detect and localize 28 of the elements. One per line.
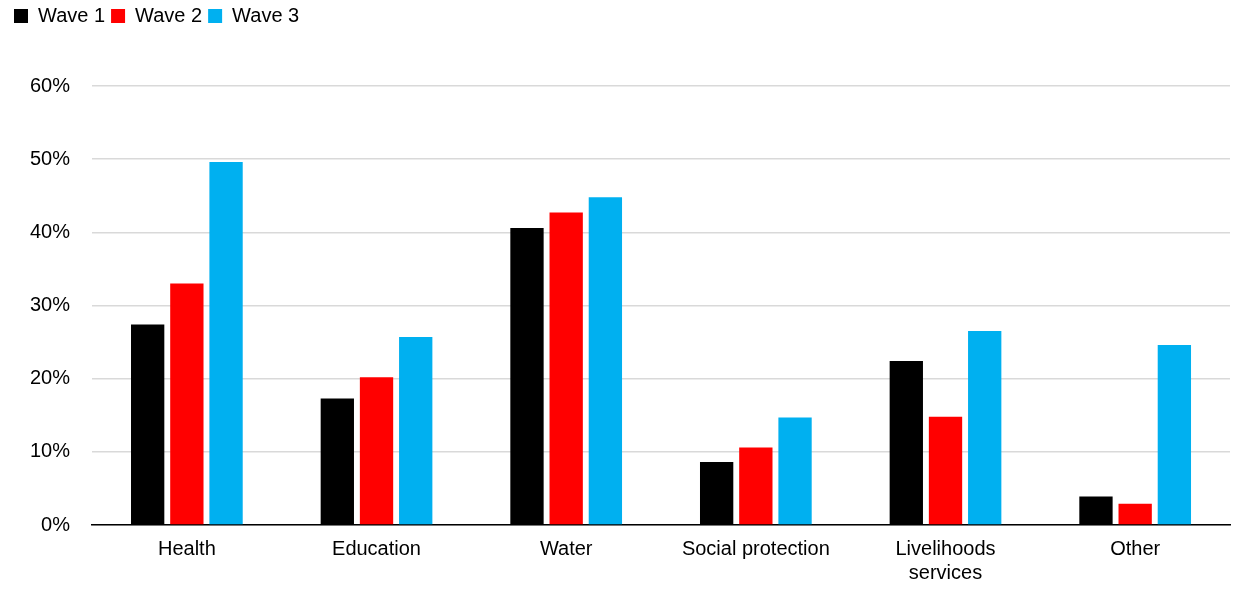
y-tick-label: 40% — [30, 219, 71, 242]
y-tick-label: 20% — [30, 366, 71, 389]
bar — [968, 331, 1002, 525]
bar — [170, 283, 204, 525]
bar — [739, 447, 773, 525]
x-tick-label: Education — [332, 536, 422, 559]
y-tick-label: 50% — [30, 146, 71, 169]
x-tick-label: Livelihoods services — [895, 536, 996, 583]
bar — [399, 336, 433, 525]
x-tick-label: Water — [539, 536, 593, 559]
x-tick-label: Other — [1110, 536, 1161, 559]
bar — [928, 416, 963, 525]
bar — [588, 197, 623, 525]
y-tick-label: 10% — [30, 439, 71, 462]
bar — [1157, 345, 1192, 525]
y-tick-label: 0% — [41, 512, 71, 535]
y-tick-label: 60% — [30, 73, 71, 96]
bar — [359, 377, 394, 525]
legend-label: Wave 3 — [232, 3, 300, 26]
x-tick-label: Social protection — [681, 536, 830, 559]
bar — [1118, 503, 1152, 525]
bar — [209, 162, 243, 525]
legend-label: Wave 2 — [135, 3, 203, 26]
x-tick-label: Health — [157, 536, 216, 559]
bar — [549, 212, 583, 525]
bar — [778, 417, 812, 525]
legend-label: Wave 1 — [38, 3, 106, 26]
y-tick-label: 30% — [30, 293, 71, 316]
